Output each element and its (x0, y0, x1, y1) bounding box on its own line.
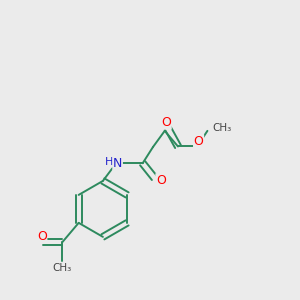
Text: N: N (113, 157, 122, 170)
Text: O: O (156, 174, 166, 187)
Text: O: O (37, 230, 47, 243)
Text: CH₃: CH₃ (213, 123, 232, 133)
Text: H: H (105, 157, 113, 167)
Text: CH₃: CH₃ (53, 262, 72, 273)
Text: O: O (161, 116, 171, 129)
Text: O: O (194, 135, 203, 148)
